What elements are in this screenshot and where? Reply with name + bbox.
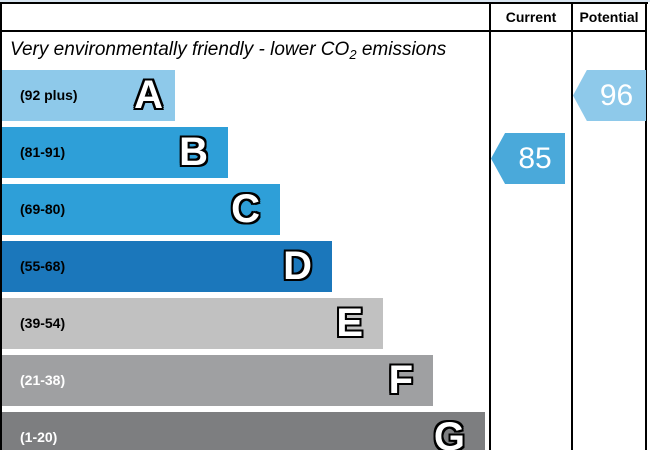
band-row-g: (1-20) G xyxy=(2,412,485,450)
band-letter: G xyxy=(433,415,465,450)
band-range-label: (92 plus) xyxy=(20,87,78,103)
band-range-label: (1-20) xyxy=(20,429,58,445)
band-letter: E xyxy=(336,301,363,345)
chart-title-tail: emissions xyxy=(356,39,447,60)
divider-current-column xyxy=(489,2,491,450)
potential-column-header: Potential xyxy=(579,9,639,25)
current-value: 85 xyxy=(518,142,552,175)
band-row-c: (69-80) C xyxy=(2,184,280,235)
header-divider xyxy=(0,30,647,32)
band-letter: D xyxy=(283,244,312,288)
chart-title: Very environmentally friendly - lower CO… xyxy=(10,37,446,63)
band-range-label: (81-91) xyxy=(20,144,66,160)
band-letter: F xyxy=(388,358,413,402)
band-row-e: (39-54) E xyxy=(2,298,383,349)
current-column-header: Current xyxy=(505,9,557,25)
top-edge-strip xyxy=(0,0,650,2)
band-letter: B xyxy=(179,130,208,174)
potential-value: 96 xyxy=(599,79,634,112)
band-row-b: (81-91) B xyxy=(2,127,228,178)
border-top xyxy=(0,2,648,4)
border-right xyxy=(645,2,647,450)
band-range-label: (55-68) xyxy=(20,258,66,274)
chart-title-text: Very environmentally friendly - lower CO xyxy=(10,39,350,60)
band-row-a: (92 plus) A xyxy=(2,70,175,121)
potential-marker-arrow: 96 xyxy=(573,70,646,121)
co2-subscript: 2 xyxy=(349,47,357,62)
band-row-f: (21-38) F xyxy=(2,355,433,406)
band-row-d: (55-68) D xyxy=(2,241,332,292)
border-left xyxy=(0,2,2,450)
band-range-label: (21-38) xyxy=(20,372,66,388)
band-range-label: (39-54) xyxy=(20,315,66,331)
current-marker-arrow: 85 xyxy=(491,133,565,184)
band-letter: A xyxy=(134,73,163,117)
divider-potential-column xyxy=(571,2,573,450)
band-range-label: (69-80) xyxy=(20,201,66,217)
band-letter: C xyxy=(231,187,260,231)
